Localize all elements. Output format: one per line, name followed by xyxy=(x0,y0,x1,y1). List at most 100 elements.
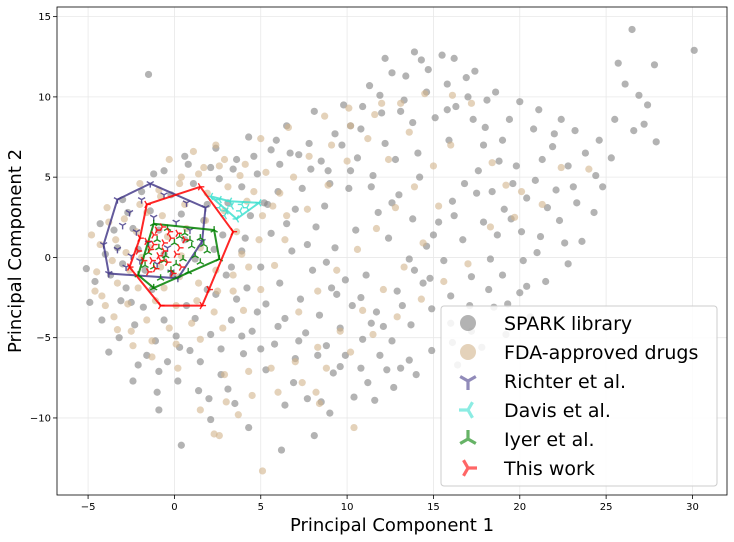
legend-marker xyxy=(460,315,476,331)
data-point xyxy=(426,274,434,282)
data-point xyxy=(322,258,330,266)
data-point xyxy=(447,292,455,300)
data-point xyxy=(388,69,396,77)
data-point xyxy=(367,319,375,327)
data-point xyxy=(448,197,457,205)
legend-label: Davis et al. xyxy=(504,400,611,422)
data-point xyxy=(493,231,501,239)
data-point xyxy=(129,342,137,350)
data-point xyxy=(213,287,222,295)
data-point xyxy=(336,327,344,335)
data-point xyxy=(511,213,519,221)
data-point xyxy=(168,234,175,242)
data-point xyxy=(207,163,215,172)
data-point xyxy=(158,256,165,265)
data-point xyxy=(346,122,355,130)
data-point xyxy=(535,106,543,114)
data-point xyxy=(550,130,558,138)
data-point xyxy=(509,179,517,188)
data-point xyxy=(383,366,391,374)
data-point xyxy=(531,176,539,184)
data-point xyxy=(322,342,330,350)
data-point xyxy=(186,346,194,355)
data-point xyxy=(283,212,291,220)
y-tick-label: −5 xyxy=(36,333,51,344)
data-point xyxy=(229,165,237,173)
data-point xyxy=(219,231,227,239)
data-point xyxy=(295,151,303,159)
legend-label: Iyer et al. xyxy=(504,429,595,451)
data-point xyxy=(231,399,239,408)
data-point xyxy=(149,256,156,265)
data-point xyxy=(523,194,531,202)
data-point xyxy=(419,279,427,287)
data-point xyxy=(640,120,648,128)
data-point xyxy=(236,207,243,215)
data-point xyxy=(245,263,253,271)
data-point xyxy=(200,163,208,172)
data-point xyxy=(246,212,255,220)
data-point xyxy=(173,250,181,259)
data-point xyxy=(327,284,336,292)
data-point xyxy=(148,337,156,345)
data-point xyxy=(464,93,472,101)
data-point xyxy=(557,115,565,123)
data-point xyxy=(474,167,482,175)
data-point xyxy=(345,104,353,112)
data-point xyxy=(229,287,237,295)
data-point xyxy=(410,183,419,191)
data-point xyxy=(384,234,393,242)
data-point xyxy=(357,364,365,372)
data-point xyxy=(281,401,289,409)
data-point xyxy=(152,264,160,273)
data-point xyxy=(314,343,322,351)
data-point xyxy=(194,387,203,395)
data-point xyxy=(232,295,241,303)
data-point xyxy=(272,136,280,144)
data-point xyxy=(331,244,339,252)
data-point xyxy=(630,127,638,135)
data-point xyxy=(462,74,470,82)
data-point xyxy=(611,115,619,123)
data-point xyxy=(429,162,438,170)
data-point xyxy=(131,321,139,329)
data-point xyxy=(284,123,292,131)
data-point xyxy=(113,279,122,287)
data-point xyxy=(384,155,393,164)
data-point xyxy=(232,155,241,164)
data-point xyxy=(212,141,220,149)
data-point xyxy=(505,115,514,123)
series-davis-et-al xyxy=(206,192,262,223)
legend-marker xyxy=(459,430,477,445)
data-point xyxy=(429,231,438,239)
data-point xyxy=(196,406,204,414)
data-point xyxy=(207,415,215,424)
data-point xyxy=(352,226,360,234)
y-tick-label: −10 xyxy=(30,413,51,424)
data-point xyxy=(459,236,467,244)
data-point xyxy=(289,379,298,387)
x-tick-label: −5 xyxy=(81,502,96,513)
data-point xyxy=(115,334,123,342)
data-point xyxy=(134,361,142,369)
data-point xyxy=(650,61,659,69)
data-point xyxy=(410,266,419,274)
data-point xyxy=(238,183,246,191)
data-point xyxy=(557,163,565,172)
data-point xyxy=(435,202,443,210)
data-point xyxy=(592,171,600,180)
data-point xyxy=(101,301,109,310)
data-point xyxy=(305,139,313,148)
data-point xyxy=(164,258,172,267)
data-point xyxy=(471,67,479,75)
data-point xyxy=(310,432,318,440)
data-point xyxy=(346,348,355,356)
data-point xyxy=(350,393,358,401)
data-point xyxy=(395,191,403,199)
data-point xyxy=(267,146,275,154)
data-point xyxy=(483,96,491,104)
data-point xyxy=(274,322,282,331)
data-point xyxy=(174,377,182,385)
data-point xyxy=(176,243,184,252)
data-point xyxy=(393,287,401,295)
